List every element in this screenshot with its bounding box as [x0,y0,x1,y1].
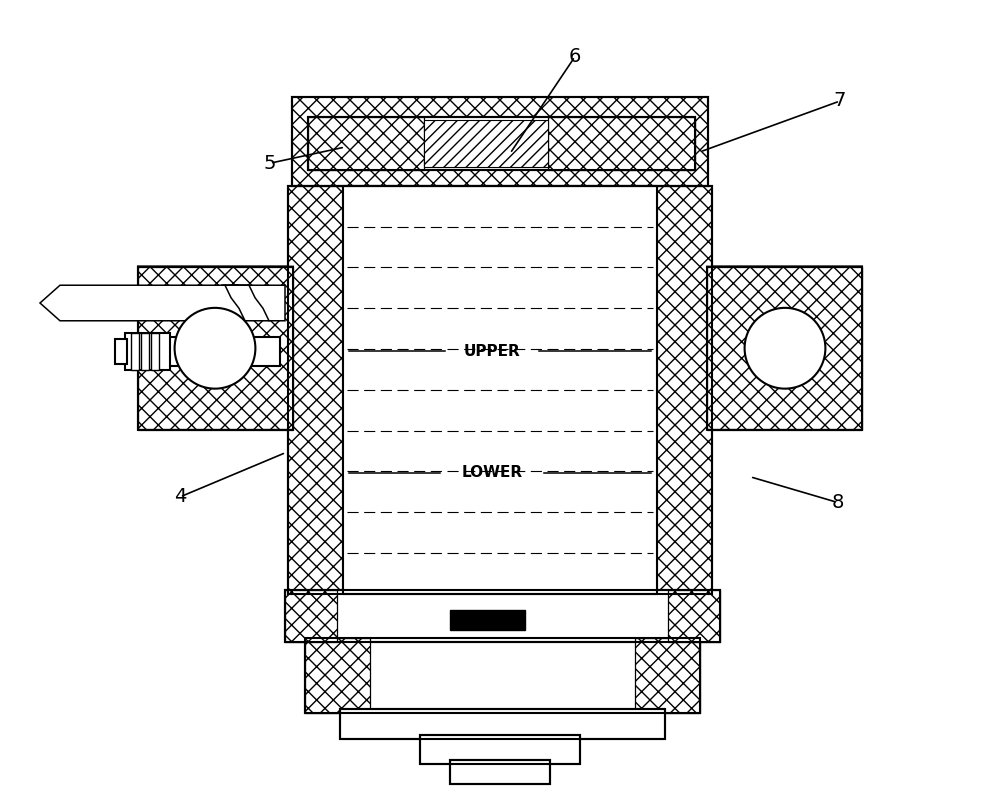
Bar [288,186,712,594]
Bar [285,590,720,642]
Polygon shape [40,285,285,321]
Bar [292,97,708,186]
Bar [450,760,550,784]
Bar [657,186,712,594]
Bar [285,590,720,642]
Text: 8: 8 [832,493,844,512]
Bar [548,117,695,170]
Text: 5: 5 [264,154,276,173]
Text: 4: 4 [174,487,186,507]
Bar [115,339,127,364]
Bar [151,333,159,370]
Bar [340,709,665,739]
Circle shape [745,308,825,389]
Bar [288,186,343,594]
Bar [343,186,657,594]
Bar [420,735,580,764]
Bar [145,337,280,366]
FancyBboxPatch shape [707,267,862,430]
Bar [424,120,548,166]
Bar [450,760,550,784]
Bar [635,638,700,713]
Bar [285,590,337,642]
Text: 7: 7 [834,91,846,111]
Bar [141,333,149,370]
Bar [308,117,424,170]
Text: UPPER: UPPER [464,344,520,359]
Bar [668,590,720,642]
Bar [292,97,708,186]
Bar [308,117,695,170]
Text: LOWER: LOWER [461,465,523,480]
Bar [308,117,695,170]
FancyBboxPatch shape [138,267,293,430]
Circle shape [175,308,255,389]
Bar [131,333,139,370]
Text: 6: 6 [569,47,581,66]
Bar [420,735,580,764]
Bar [305,638,700,713]
Bar [340,709,665,739]
Bar [125,333,170,370]
Bar [305,638,370,713]
Bar [450,610,525,630]
Bar [707,267,862,430]
Bar [305,638,700,713]
Bar [138,267,293,430]
